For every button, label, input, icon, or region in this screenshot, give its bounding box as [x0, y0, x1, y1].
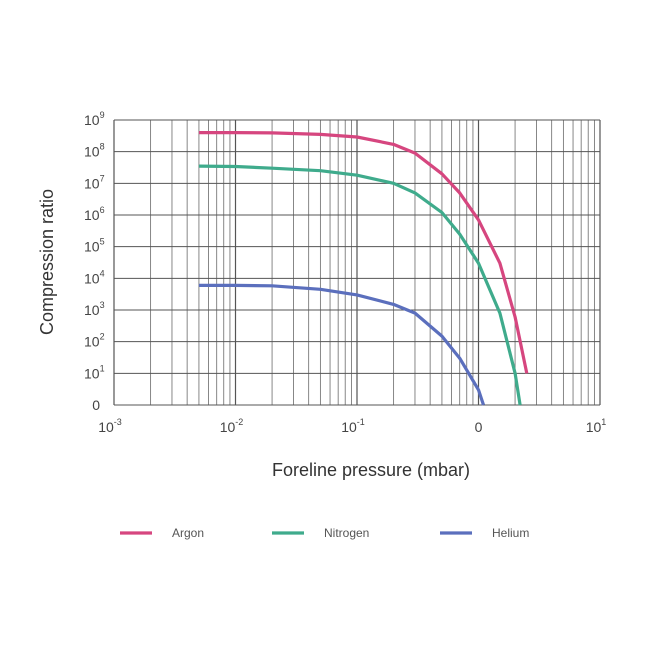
- y-tick-label: 0: [92, 397, 100, 413]
- grid: [113, 119, 601, 406]
- y-tick-label: 104: [84, 268, 105, 286]
- y-axis-title: Compression ratio: [37, 189, 57, 335]
- y-tick-labels: 0 101 102 103 104 105 106 107 108 109: [84, 110, 105, 413]
- x-tick-label: 10-2: [220, 417, 244, 435]
- x-axis-title: Foreline pressure (mbar): [272, 460, 470, 480]
- y-tick-label: 105: [84, 237, 105, 255]
- y-tick-label: 107: [84, 173, 105, 191]
- series-line-helium: [198, 283, 486, 406]
- legend-label-argon: Argon: [172, 526, 204, 540]
- series-line-argon: [198, 131, 529, 374]
- y-tick-label: 103: [84, 300, 105, 318]
- x-tick-label: 0: [475, 419, 483, 435]
- legend-label-nitrogen: Nitrogen: [324, 526, 369, 540]
- y-tick-label: 106: [84, 205, 105, 223]
- legend: Argon Nitrogen Helium: [120, 526, 529, 540]
- y-tick-label: 102: [84, 332, 105, 350]
- y-tick-label: 108: [84, 142, 105, 160]
- x-tick-labels: 10-3 10-2 10-1 0 101: [98, 417, 606, 435]
- x-tick-label: 10-3: [98, 417, 122, 435]
- legend-label-helium: Helium: [492, 526, 529, 540]
- x-tick-label: 101: [586, 417, 607, 435]
- y-tick-label: 101: [84, 363, 105, 381]
- y-tick-label: 109: [84, 110, 105, 128]
- series-line-nitrogen: [198, 164, 522, 406]
- x-tick-label: 10-1: [341, 417, 365, 435]
- series-lines: [198, 131, 529, 406]
